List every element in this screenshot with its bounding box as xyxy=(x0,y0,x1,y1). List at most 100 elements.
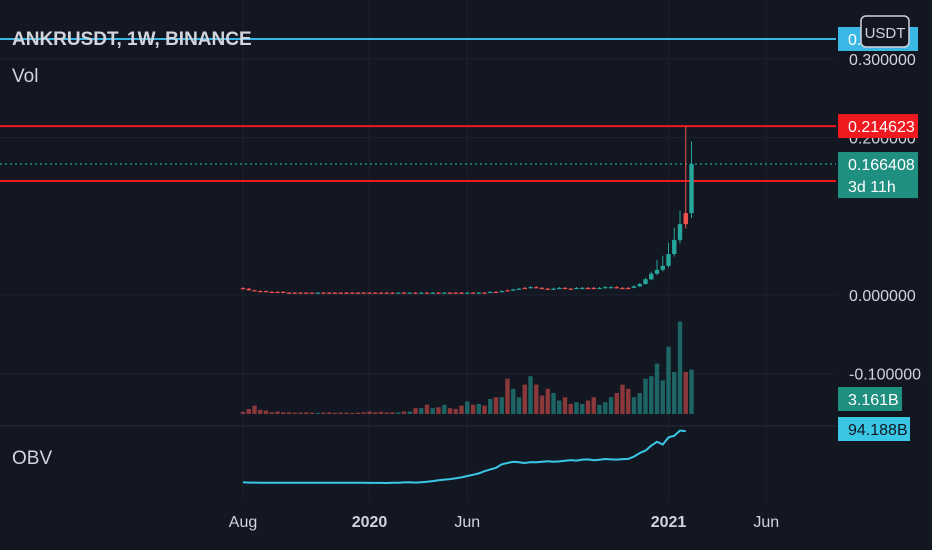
candle-body xyxy=(258,291,263,293)
candle-body xyxy=(534,287,539,289)
candle-body xyxy=(516,288,522,290)
volume-bar xyxy=(557,400,562,414)
time-tick-label: Jun xyxy=(753,514,779,531)
candle-body xyxy=(373,292,378,294)
candle-body xyxy=(327,292,332,294)
volume-bar xyxy=(390,412,395,414)
candle-body xyxy=(562,287,568,290)
candle-body xyxy=(286,292,292,294)
volume-bar xyxy=(522,384,527,414)
candle-body xyxy=(269,291,274,294)
volume-bar xyxy=(465,401,470,414)
time-tick-label: Jun xyxy=(454,514,480,531)
candle-body xyxy=(350,292,355,294)
candle-body xyxy=(315,292,320,294)
candle-body xyxy=(689,164,694,214)
volume-bar xyxy=(453,408,458,414)
volume-bar xyxy=(367,411,372,414)
volume-bar xyxy=(626,388,631,414)
candle-body xyxy=(499,291,504,293)
volume-bar xyxy=(608,397,614,414)
volume-tag xyxy=(838,387,902,411)
candle-body xyxy=(442,292,447,294)
volume-bar xyxy=(511,388,516,414)
candle-body xyxy=(309,292,315,294)
time-axis[interactable]: Aug 2020 Jun 2021 Jun xyxy=(229,514,779,531)
volume-bar xyxy=(603,402,608,414)
volume-bar xyxy=(476,403,481,414)
candle-body xyxy=(384,292,389,294)
volume-bar xyxy=(292,412,297,414)
volume-bar xyxy=(413,408,418,414)
volume-bar xyxy=(361,412,366,414)
horizontal-lines[interactable] xyxy=(0,38,836,183)
volume-bar xyxy=(269,412,274,414)
volume-bar xyxy=(424,404,430,414)
volume-bar xyxy=(683,372,688,414)
obv-line xyxy=(242,429,686,485)
volume-series xyxy=(240,321,694,414)
candle-body xyxy=(252,290,257,292)
volume-bar xyxy=(396,412,401,414)
candle-body xyxy=(361,292,366,294)
candle-body xyxy=(683,213,688,225)
volume-tag-label: 3.161B xyxy=(848,392,899,409)
candle-body xyxy=(603,287,608,289)
currency-button-label: USDT xyxy=(865,25,906,42)
candlestick-series xyxy=(240,126,694,294)
candle-body xyxy=(453,292,458,294)
volume-bar xyxy=(649,376,654,414)
candle-body xyxy=(557,287,562,290)
candle-body xyxy=(568,288,573,290)
candle-body xyxy=(539,287,545,290)
candle-body xyxy=(470,292,476,294)
time-tick-label: 2021 xyxy=(651,514,687,531)
candle-body xyxy=(626,287,631,290)
obv-label: OBV xyxy=(12,448,52,469)
candle-body xyxy=(436,292,441,294)
candle-body xyxy=(338,292,343,294)
candle-body xyxy=(620,287,625,290)
candle-body xyxy=(240,288,246,290)
volume-bar xyxy=(660,380,665,414)
volume-bar xyxy=(252,405,257,414)
volume-bar xyxy=(499,397,504,414)
price-tick-label: 0.300000 xyxy=(849,52,916,69)
volume-bar xyxy=(350,412,355,414)
current-price-tag xyxy=(838,152,918,199)
candle-body xyxy=(430,292,435,294)
candle-body xyxy=(608,287,614,289)
volume-bar xyxy=(436,407,441,414)
candle-body xyxy=(476,292,481,294)
candle-body xyxy=(304,292,309,294)
candle-body xyxy=(574,287,579,290)
candle-body xyxy=(666,254,671,266)
volume-bar xyxy=(459,405,464,414)
obv-series xyxy=(242,429,686,485)
volume-bar xyxy=(528,376,533,414)
candle-body xyxy=(396,292,401,294)
volume-bar xyxy=(373,412,378,414)
hline-tag-label-resistance: 0.214623 xyxy=(848,119,915,136)
candle-body xyxy=(488,291,493,294)
volume-bar xyxy=(539,395,545,414)
volume-bar xyxy=(637,393,642,414)
candle-body xyxy=(321,292,326,294)
candle-body xyxy=(419,292,424,294)
volume-bar xyxy=(447,408,453,414)
volume-bar xyxy=(258,409,263,414)
current-price-label: 0.166408 xyxy=(848,157,915,174)
candle-body xyxy=(401,292,407,294)
currency-button[interactable]: USDT xyxy=(860,15,910,48)
volume-bar xyxy=(562,397,568,414)
volume-bar xyxy=(332,412,338,414)
volume-bar xyxy=(654,363,660,414)
volume-bar xyxy=(470,404,476,414)
volume-bar xyxy=(384,412,389,414)
time-tick-label: Aug xyxy=(229,514,257,531)
volume-bar xyxy=(689,369,694,414)
volume-bar xyxy=(355,412,361,414)
